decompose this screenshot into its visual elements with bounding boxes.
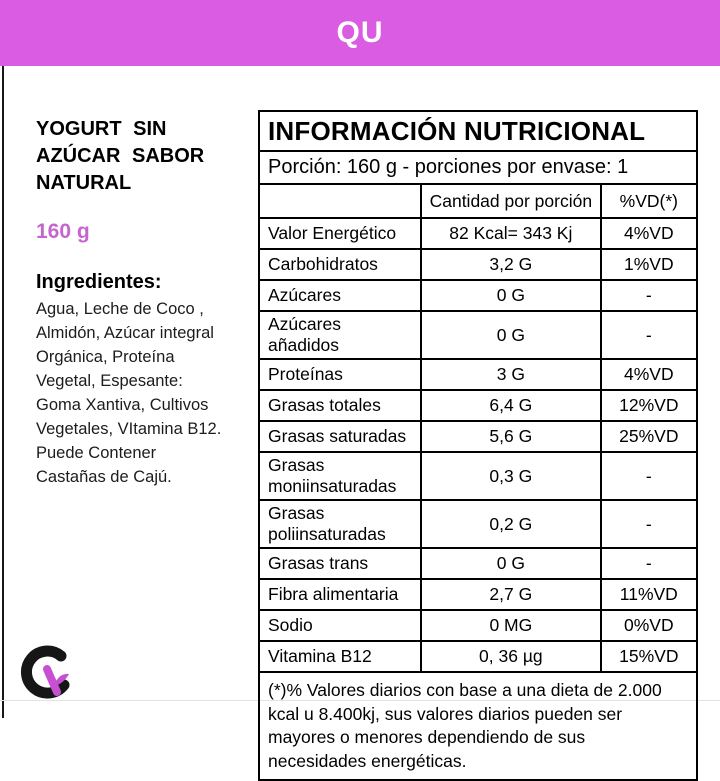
serving-info: Porción: 160 g - porciones por envase: 1 [258,150,698,185]
nutrient-amount: 0, 36 µg [420,640,602,673]
ingredients-list: Agua, Leche de Coco , Almidón, Azúcar in… [36,300,222,486]
column-header-empty [257,183,423,219]
check-leaf-icon [43,665,69,696]
nutrient-label: Grasas saturadas [257,420,423,453]
nutrient-label: Sodio [257,609,423,642]
nutrient-amount: 2,7 G [420,578,602,611]
table-row: Carbohidratos 3,2 G 1%VD [257,248,699,281]
nutrient-label: Grasas moniinsaturadas [257,451,423,501]
top-banner: QU [0,0,720,66]
daily-values-footnote: (*)% Valores diarios con base a una diet… [258,671,698,781]
nutrient-label: Valor Energético [257,217,423,250]
brand-logo [20,645,70,699]
banner-title: QU [336,16,384,49]
nutrient-dv: - [599,310,699,360]
table-row: Sodio 0 MG 0%VD [257,609,699,642]
table-row: Vitamina B12 0, 36 µg 15%VD [257,640,699,673]
nutrient-dv: 25%VD [599,420,699,453]
column-header-dv: %VD(*) [599,183,699,219]
nutrient-dv: 11%VD [599,578,699,611]
nutrient-label: Grasas totales [257,389,423,422]
nutrient-dv: - [599,279,699,312]
table-row: Valor Energético 82 Kcal= 343 Kj 4%VD [257,217,699,250]
nutrient-amount: 6,4 G [420,389,602,422]
nutrient-label: Grasas poliinsaturadas [257,499,423,549]
column-header-amount: Cantidad por porción [420,183,602,219]
nutrient-label: Fibra alimentaria [257,578,423,611]
nutrient-label: Azúcares añadidos [257,310,423,360]
nutrient-amount: 3 G [420,358,602,391]
nutrient-dv: 0%VD [599,609,699,642]
c-letter-icon [20,645,70,699]
nutrient-amount: 0 G [420,310,602,360]
nutrient-amount: 3,2 G [420,248,602,281]
product-name: YOGURT SIN AZÚCAR SABOR NATURAL [36,118,205,194]
nutrient-dv: 12%VD [599,389,699,422]
table-row: Proteínas 3 G 4%VD [257,358,699,391]
product-info-column: YOGURT SIN AZÚCAR SABOR NATURAL 160 g In… [36,116,244,489]
nutrient-label: Vitamina B12 [257,640,423,673]
ingredients-heading: Ingredientes: [36,271,162,293]
nutrient-amount: 0,3 G [420,451,602,501]
left-edge-line [2,66,4,718]
nutrient-label: Proteínas [257,358,423,391]
nutrient-label: Carbohidratos [257,248,423,281]
nutrient-amount: 0 G [420,547,602,580]
nutrition-facts-table: INFORMACIÓN NUTRICIONAL Porción: 160 g -… [257,110,699,781]
nutrient-amount: 82 Kcal= 343 Kj [420,217,602,250]
nutrition-table-title: INFORMACIÓN NUTRICIONAL [258,110,698,152]
nutrient-dv: 4%VD [599,358,699,391]
nutrient-dv: - [599,499,699,549]
nutrient-amount: 5,6 G [420,420,602,453]
table-row: Fibra alimentaria 2,7 G 11%VD [257,578,699,611]
table-row: Azúcares 0 G - [257,279,699,312]
nutrient-dv: - [599,547,699,580]
nutrient-amount: 0,2 G [420,499,602,549]
nutrient-amount: 0 G [420,279,602,312]
table-row: Grasas totales 6,4 G 12%VD [257,389,699,422]
net-weight: 160 g [36,220,90,243]
nutrient-label: Grasas trans [257,547,423,580]
nutrient-dv: 1%VD [599,248,699,281]
nutrient-amount: 0 MG [420,609,602,642]
nutrient-dv: - [599,451,699,501]
table-row: Grasas poliinsaturadas 0,2 G - [257,499,699,549]
nutrient-dv: 15%VD [599,640,699,673]
nutrient-label: Azúcares [257,279,423,312]
table-row: Grasas trans 0 G - [257,547,699,580]
table-row: Azúcares añadidos 0 G - [257,310,699,360]
table-row: Grasas saturadas 5,6 G 25%VD [257,420,699,453]
table-row: Grasas moniinsaturadas 0,3 G - [257,451,699,501]
nutrient-dv: 4%VD [599,217,699,250]
